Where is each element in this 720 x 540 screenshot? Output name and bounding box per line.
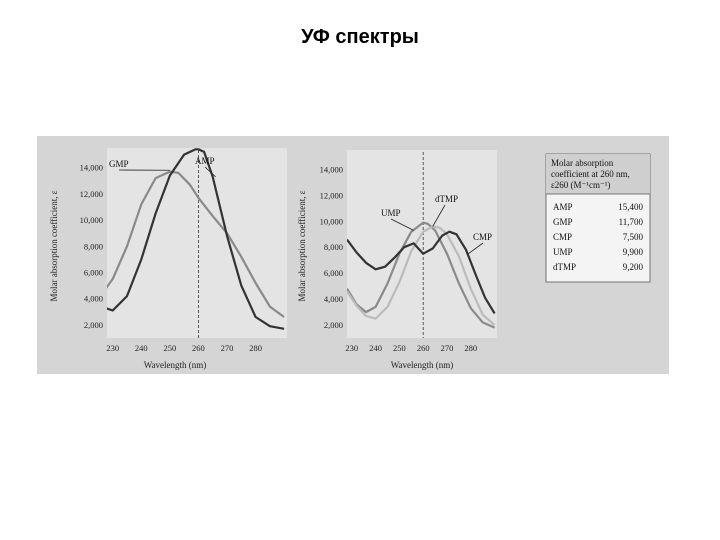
table-title-line-2: coefficient at 260 nm,	[551, 169, 630, 179]
table-header-bg	[546, 154, 650, 194]
table-row-value: 11,700	[619, 217, 644, 227]
left-series-amp-label: AMP	[195, 156, 215, 166]
table-rows: AMP 15,400 GMP 11,700 CMP 7,500 UMP 9,900 dTMP 9,…	[553, 202, 644, 272]
right-y-tick-label: 8,000	[324, 242, 343, 252]
table-row-label: AMP	[553, 202, 573, 212]
left-x-tick-label: 240	[135, 343, 148, 353]
table-row-value: 7,500	[623, 232, 644, 242]
right-series-cmp-line	[347, 230, 496, 314]
left-y-tick-label: 14,000	[80, 163, 103, 173]
slide-title: УФ спектры	[301, 26, 419, 48]
right-series-cmp-pointer	[468, 242, 484, 255]
absorption-table: Molar absorption coefficient at 260 nm, …	[545, 153, 651, 283]
right-series-dtmp-pointer	[432, 204, 446, 227]
right-plot-area	[347, 150, 497, 338]
left-ylabel: Molar absorption coefficient, ε	[49, 190, 59, 301]
right-panel: Molar absorption coefficient, ε Waveleng…	[297, 150, 497, 370]
left-y-tick-label: 4,000	[84, 294, 103, 304]
left-y-tick-label: 8,000	[84, 241, 103, 251]
right-series-cmp-label: CMP	[473, 232, 492, 242]
right-series-dtmp-label: dTMP	[435, 194, 458, 204]
right-y-tick-label: 2,000	[324, 320, 343, 330]
left-y-tick-label: 6,000	[84, 267, 103, 277]
table-row-label: CMP	[553, 232, 572, 242]
left-panel: Molar absorption coefficient, ε Waveleng…	[49, 148, 287, 370]
right-x-tick-label: 240	[369, 343, 382, 353]
right-x-tick-label: 250	[393, 343, 406, 353]
table-title-line-1: Molar absorption	[551, 158, 614, 168]
right-y-tick-label: 12,000	[320, 190, 343, 200]
table-row-value: 9,900	[623, 247, 644, 257]
right-y-tick-label: 14,000	[320, 164, 343, 174]
left-x-tick-label: 250	[163, 343, 176, 353]
left-series-gmp-label: GMP	[109, 159, 129, 169]
left-series-amp-line	[107, 148, 285, 330]
table-row-label: UMP	[553, 247, 573, 257]
left-y-tick-label: 12,000	[80, 189, 103, 199]
table-row-value: 15,400	[618, 202, 643, 212]
right-y-tick-label: 4,000	[324, 294, 343, 304]
spectra-figure: Molar absorption coefficient, ε Waveleng…	[37, 136, 669, 374]
left-y-tick-label: 2,000	[84, 320, 103, 330]
table-title-line-3: ε260 (M⁻¹cm⁻¹)	[551, 180, 610, 190]
right-series-ump-label: UMP	[381, 208, 401, 218]
right-x-tick-label: 280	[464, 343, 477, 353]
right-ylabel: Molar absorption coefficient, ε	[297, 190, 307, 301]
right-series-ump-pointer	[390, 218, 414, 231]
right-x-tick-label: 270	[441, 343, 454, 353]
chart-marks: 2,000 4,000 6,000 8,000 10,000 12,000 14,000 23…	[80, 148, 496, 353]
left-x-tick-label: 230	[106, 343, 119, 353]
left-xlabel: Wavelength (nm)	[144, 360, 207, 370]
right-series-ump-line	[347, 221, 496, 329]
right-y-tick-label: 10,000	[320, 216, 343, 226]
left-x-tick-label: 280	[249, 343, 262, 353]
left-x-tick-label: 270	[221, 343, 234, 353]
table-row-value: 9,200	[623, 262, 644, 272]
table-row-label: GMP	[553, 217, 573, 227]
right-x-tick-label: 260	[417, 343, 430, 353]
left-series-gmp-line	[107, 170, 285, 318]
right-series-dtmp-line	[347, 225, 496, 326]
left-y-tick-label: 10,000	[80, 215, 103, 225]
left-plot-area	[107, 148, 287, 338]
table-row-label: dTMP	[553, 262, 576, 272]
left-x-tick-label: 260	[192, 343, 205, 353]
right-y-tick-label: 6,000	[324, 268, 343, 278]
left-series-amp-pointer	[204, 166, 216, 178]
right-x-tick-label: 230	[345, 343, 358, 353]
spectra-svg: Molar absorption coefficient, ε Waveleng…	[49, 148, 651, 370]
right-xlabel: Wavelength (nm)	[391, 360, 454, 370]
